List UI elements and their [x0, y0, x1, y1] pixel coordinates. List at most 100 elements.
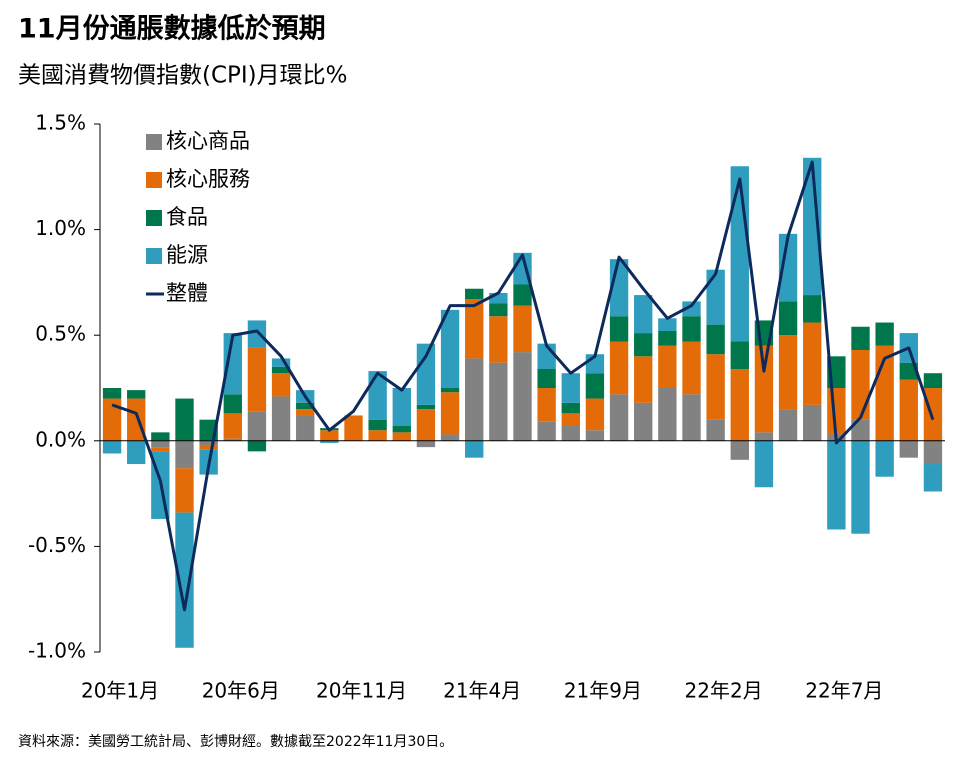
- bar-segment: [851, 440, 870, 534]
- bar-segment: [416, 343, 436, 405]
- bar-segment: [634, 356, 653, 403]
- bar-segment: [609, 316, 629, 342]
- bar-segment: [392, 426, 411, 433]
- bar-segment: [465, 288, 484, 300]
- bar-segment: [489, 292, 508, 304]
- bar-segment: [465, 358, 484, 441]
- bar-segment: [416, 409, 436, 441]
- y-tick-label: 1.5%: [35, 111, 86, 135]
- bar-segment: [875, 322, 894, 346]
- bar-segment: [127, 390, 146, 399]
- bar-segment: [658, 388, 677, 441]
- bar-segment: [899, 379, 918, 441]
- y-tick-label: -0.5%: [28, 533, 86, 557]
- bar-segment: [827, 440, 846, 530]
- chart-title: 11月份通脹數據低於預期: [18, 13, 326, 45]
- bar-segment: [151, 447, 170, 452]
- bar-segment: [102, 440, 122, 454]
- bar-segment: [489, 316, 508, 363]
- bar-segment: [537, 368, 556, 388]
- source-note: 資料來源：美國勞工統計局、彭博財經。數據截至2022年11月30日。: [18, 733, 453, 750]
- bar-segment: [585, 398, 605, 431]
- bar-segment: [175, 468, 194, 513]
- bar-segment: [634, 402, 653, 441]
- legend-label: 食品: [166, 205, 208, 229]
- bar-segment: [151, 440, 170, 448]
- bar-segment: [778, 335, 798, 410]
- bar-segment: [899, 440, 918, 458]
- bar-segment: [585, 430, 605, 441]
- bar-segment: [537, 388, 556, 422]
- bar-segment: [875, 440, 894, 477]
- bar-segment: [706, 324, 725, 355]
- bar-segment: [199, 445, 218, 450]
- bar-segment: [923, 373, 943, 388]
- bar-segment: [102, 388, 122, 399]
- bar-segment: [537, 421, 556, 441]
- bar-segment: [923, 440, 943, 465]
- bar-segment: [706, 419, 725, 441]
- bar-segment: [271, 373, 291, 397]
- x-tick-label: 20年1月: [81, 679, 159, 703]
- bar-segment: [923, 388, 943, 441]
- bar-segment: [561, 402, 580, 414]
- bar-segment: [271, 358, 291, 367]
- x-tick-label: 22年7月: [805, 679, 883, 703]
- bar-segment: [127, 440, 146, 465]
- bar-segment: [489, 362, 508, 441]
- bar-segment: [706, 269, 725, 325]
- bar-segment: [271, 366, 291, 374]
- bar-segment: [175, 440, 194, 469]
- bar-segment: [392, 388, 411, 427]
- bar-segment: [754, 345, 774, 433]
- bar-segment: [561, 426, 580, 441]
- legend-swatch: [146, 210, 162, 226]
- bar-segment: [465, 440, 484, 458]
- bar-segment: [682, 301, 701, 317]
- bar-segment: [223, 438, 242, 441]
- bar-segment: [175, 512, 194, 648]
- bar-segment: [247, 411, 267, 441]
- y-tick-label: 0.0%: [35, 427, 86, 451]
- bar-segment: [489, 303, 508, 317]
- bar-segment: [392, 432, 411, 441]
- bar-segment: [440, 434, 460, 441]
- x-tick-label: 20年11月: [316, 679, 407, 703]
- bar-segment: [247, 440, 267, 452]
- bar-segment: [803, 157, 822, 296]
- legend-label: 核心商品: [166, 129, 250, 153]
- total-line: [111, 160, 935, 612]
- bar-segment: [754, 440, 774, 488]
- legend-swatch: [146, 248, 162, 264]
- legend-label: 核心服務: [166, 167, 250, 191]
- bar-segment: [368, 371, 387, 420]
- x-tick-label: 21年9月: [564, 679, 642, 703]
- bar-segment: [513, 305, 532, 353]
- bar-segment: [778, 233, 798, 302]
- bar-segment: [223, 413, 242, 439]
- legend-swatch: [146, 134, 162, 150]
- x-tick-label: 20年6月: [202, 679, 280, 703]
- x-tick-label: 22年2月: [685, 679, 763, 703]
- bar-segment: [561, 373, 580, 403]
- bar-segment: [296, 415, 315, 441]
- bar-segment: [513, 352, 532, 441]
- bar-segment: [344, 415, 363, 441]
- y-tick-label: 0.5%: [35, 322, 86, 346]
- bar-segment: [658, 330, 677, 346]
- bar-segment: [803, 295, 822, 323]
- bar-segment: [102, 398, 122, 441]
- bar-segment: [440, 388, 460, 393]
- bar-segment: [923, 464, 943, 492]
- bar-segment: [320, 440, 339, 443]
- bar-segment: [271, 396, 291, 441]
- bar-segment: [682, 316, 701, 342]
- bar-segment: [851, 326, 870, 350]
- bar-segment: [368, 419, 387, 431]
- bar-segment: [730, 440, 749, 460]
- bar-segment: [199, 440, 218, 446]
- bar-segment: [899, 362, 918, 380]
- bar-segment: [296, 409, 315, 416]
- bar-segment: [658, 318, 677, 331]
- bar-segment: [634, 333, 653, 357]
